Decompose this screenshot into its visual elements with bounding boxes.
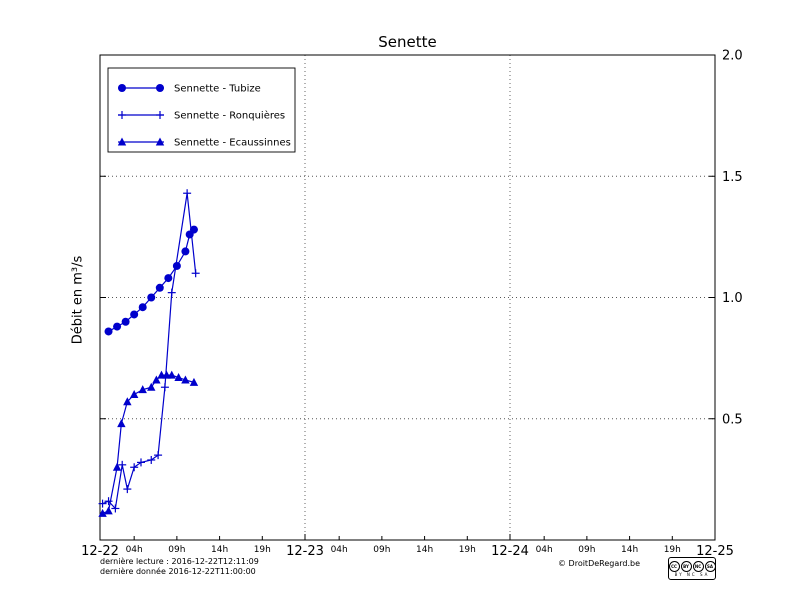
legend-box xyxy=(107,67,296,153)
x-tick-hour-label: 04h xyxy=(126,545,143,555)
marker-triangle xyxy=(155,137,165,146)
marker-circle xyxy=(121,317,130,326)
y-tick-label: 0.5 xyxy=(722,412,743,427)
marker-circle xyxy=(147,293,156,302)
x-tick-hour-label: 14h xyxy=(211,545,228,555)
x-tick-hour-label: 09h xyxy=(373,545,390,555)
marker-circle xyxy=(113,322,122,331)
marker-triangle xyxy=(181,375,190,384)
cc-nc-icon: NC xyxy=(692,560,704,572)
marker-triangle xyxy=(117,137,127,146)
legend-label: Sennette - Ecaussinnes xyxy=(174,138,291,149)
x-tick-hour-label: 19h xyxy=(664,545,681,555)
x-tick-hour-label: 19h xyxy=(459,545,476,555)
x-tick-hour-label: 14h xyxy=(621,545,638,555)
marker-triangle xyxy=(112,462,122,471)
marker-circle xyxy=(189,225,198,234)
marker-triangle xyxy=(98,508,107,517)
x-tick-hour-label: 04h xyxy=(536,545,553,555)
marker-triangle xyxy=(167,370,176,379)
x-tick-day-label: 12-25 xyxy=(696,544,734,559)
marker-triangle xyxy=(152,375,161,384)
x-tick-hour-label: 09h xyxy=(168,545,185,555)
x-tick-hour-label: 19h xyxy=(254,545,271,555)
marker-triangle xyxy=(138,385,147,394)
cc-icon: CC xyxy=(668,560,680,572)
cc-sa-icon: SA xyxy=(704,560,716,572)
marker-circle xyxy=(138,303,147,312)
x-tick-hour-label: 14h xyxy=(416,545,433,555)
x-tick-day-label: 12-22 xyxy=(81,544,119,559)
series-line-2 xyxy=(102,374,195,514)
legend-label: Sennette - Ronquières xyxy=(174,110,285,122)
marker-triangle xyxy=(129,390,139,398)
series-line-0 xyxy=(108,229,195,332)
marker-triangle xyxy=(147,382,156,391)
marker-circle xyxy=(155,283,164,292)
marker-circle xyxy=(156,84,164,92)
cc-license-label: BY NC SA xyxy=(674,571,710,577)
x-tick-hour-label: 09h xyxy=(578,545,595,555)
marker-circle xyxy=(164,274,173,283)
last-reading-text: dernière lecture : 2016-12-22T12:11:09 xyxy=(100,557,259,566)
marker-triangle xyxy=(174,373,183,382)
y-tick-label: 1.0 xyxy=(722,291,743,306)
x-tick-day-label: 12-24 xyxy=(491,544,529,559)
marker-triangle xyxy=(189,377,199,386)
marker-triangle xyxy=(123,397,132,406)
marker-circle xyxy=(172,261,181,270)
marker-triangle xyxy=(104,506,113,515)
cc-license-badge: CC BY NC SA BY NC SA xyxy=(668,557,716,580)
footer-notes: dernière lecture : 2016-12-22T12:11:09 d… xyxy=(100,557,259,577)
marker-circle xyxy=(181,247,190,256)
marker-circle xyxy=(118,84,126,92)
last-data-text: dernière donnée 2016-12-22T11:00:00 xyxy=(100,567,256,576)
y-tick-label: 2.0 xyxy=(722,49,743,64)
legend-label: Sennette - Tubize xyxy=(174,84,261,95)
marker-circle xyxy=(130,310,139,319)
copyright-text: © DroitDeRegard.be xyxy=(558,559,641,568)
series-line-1 xyxy=(102,193,197,510)
y-tick-label: 1.5 xyxy=(722,170,743,185)
cc-by-icon: BY xyxy=(680,560,692,572)
marker-circle xyxy=(104,327,113,336)
cc-license-icons: CC BY NC SA xyxy=(668,560,716,572)
x-tick-day-label: 12-23 xyxy=(286,544,324,559)
marker-triangle xyxy=(117,419,126,428)
x-tick-hour-label: 04h xyxy=(331,545,348,555)
chart-title: Senette xyxy=(378,33,437,51)
